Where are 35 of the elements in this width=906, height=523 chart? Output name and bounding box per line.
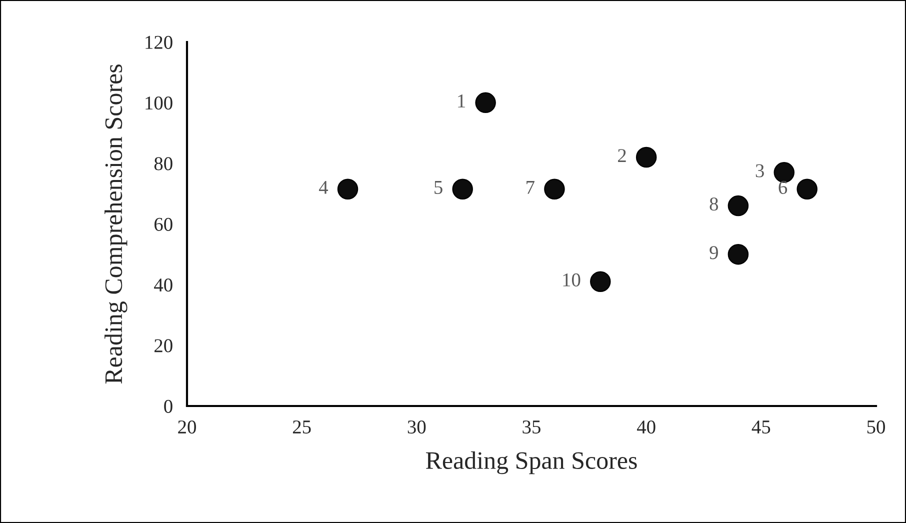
x-tick-label: 30 bbox=[408, 420, 426, 434]
x-axis-title: Reading Span Scores bbox=[426, 451, 637, 474]
annotation: 6 bbox=[778, 180, 788, 194]
point bbox=[337, 178, 358, 200]
x-tick-label: 25 bbox=[292, 420, 311, 434]
y-tick-label: 80 bbox=[154, 157, 172, 170]
annotation: 1 bbox=[458, 94, 465, 108]
annotation: 4 bbox=[318, 180, 328, 194]
point bbox=[544, 178, 565, 200]
x-tick-label: 40 bbox=[636, 420, 656, 434]
annotation: 7 bbox=[526, 181, 534, 194]
annotation: 2 bbox=[618, 149, 626, 162]
annotation: 5 bbox=[434, 181, 442, 194]
point bbox=[475, 92, 496, 114]
y-axis-title: Reading Comprehension Scores bbox=[104, 64, 128, 384]
annotation: 8 bbox=[710, 198, 718, 211]
y-tick-label: 20 bbox=[154, 339, 172, 352]
point bbox=[452, 178, 473, 200]
y-tick-label: 0 bbox=[164, 400, 172, 413]
point bbox=[728, 195, 749, 216]
point bbox=[728, 244, 749, 265]
x-tick-label: 20 bbox=[178, 420, 196, 434]
point bbox=[590, 271, 611, 292]
y-tick-label: 40 bbox=[154, 278, 172, 292]
x-tick-label: 50 bbox=[867, 420, 885, 434]
point bbox=[636, 146, 657, 168]
annotation: 3 bbox=[756, 164, 764, 178]
x-tick-label: 35 bbox=[522, 420, 540, 434]
y-tick-label: 100 bbox=[146, 96, 172, 110]
y-tick-label: 60 bbox=[154, 218, 172, 231]
point bbox=[796, 178, 818, 200]
x-tick-label: 45 bbox=[752, 420, 770, 434]
annotation: 10 bbox=[563, 273, 580, 286]
annotation: 9 bbox=[710, 246, 718, 260]
y-tick-label: 120 bbox=[146, 36, 172, 49]
